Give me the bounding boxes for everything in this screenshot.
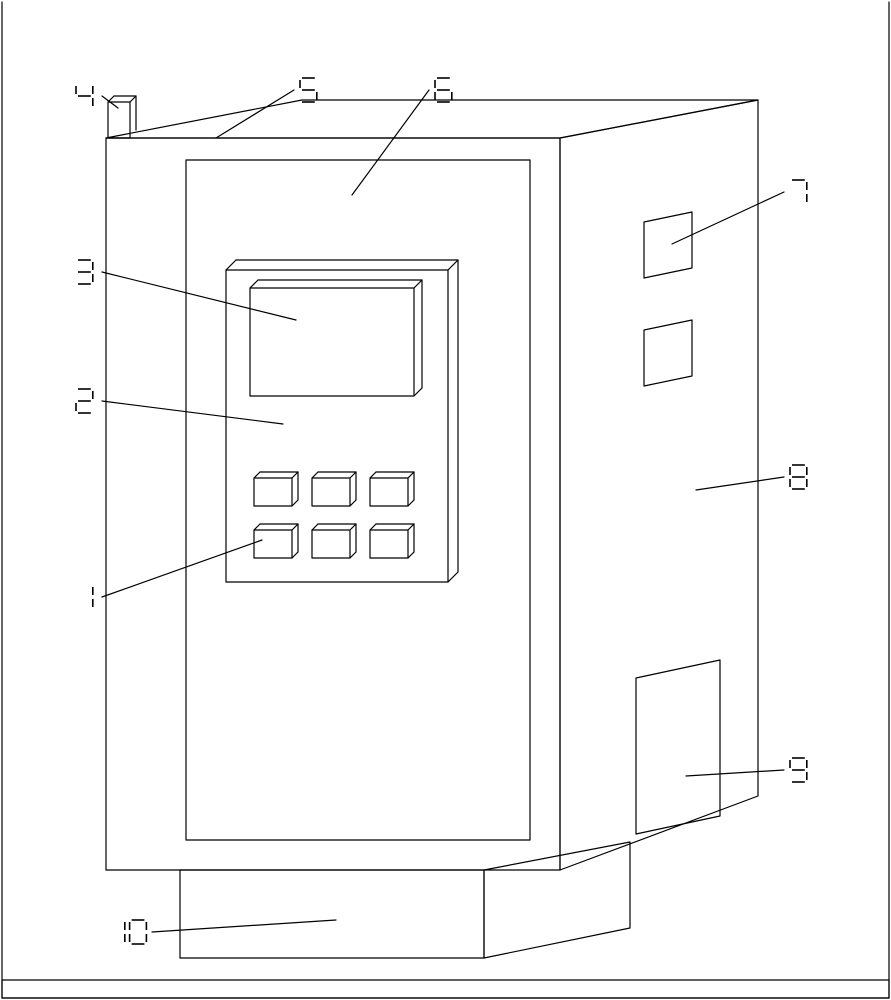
technical-diagram (0, 0, 891, 1000)
